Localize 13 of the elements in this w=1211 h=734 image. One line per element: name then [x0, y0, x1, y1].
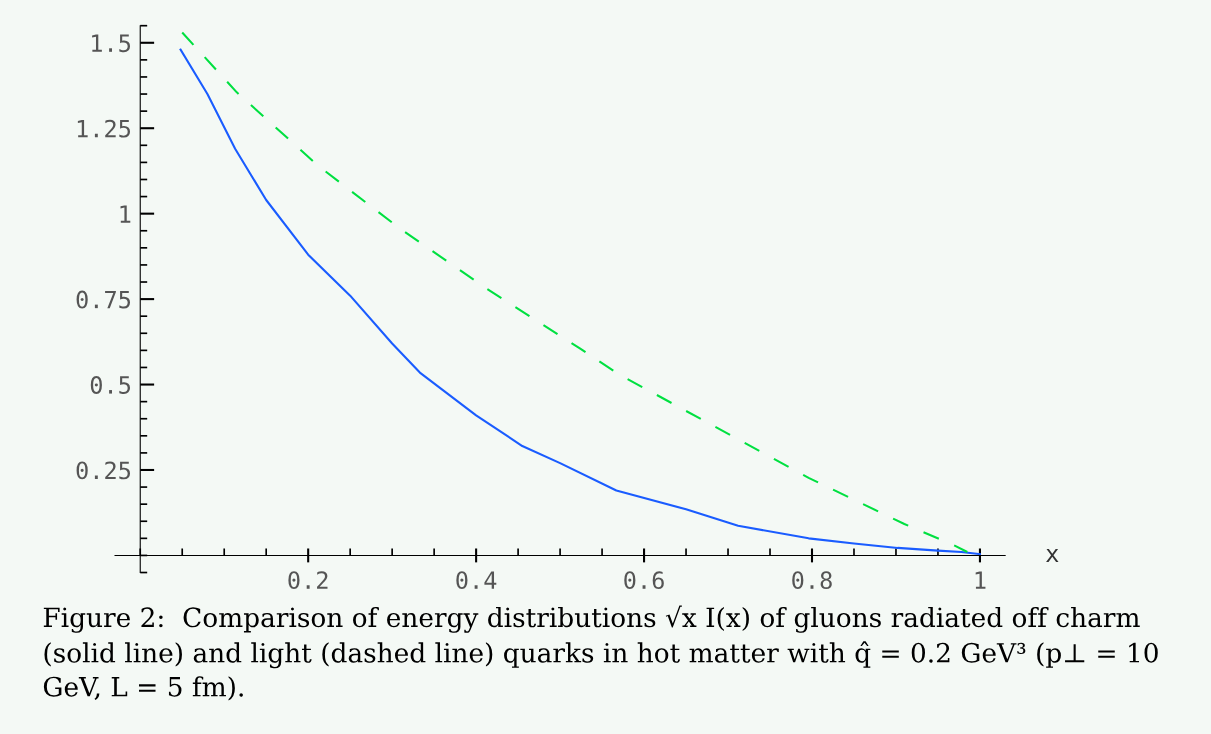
x-tick-label: 0.8: [792, 571, 832, 590]
x-tick-label: 1: [975, 571, 986, 589]
y-tick-label: 1: [120, 205, 131, 223]
y-tick-label: 0.5: [90, 376, 131, 394]
x-tick-label: 0.6: [624, 571, 664, 590]
y-tick-label: 0.25: [76, 461, 131, 480]
x-tick-label: 0.2: [288, 571, 328, 590]
x-axis-title: x: [1046, 549, 1059, 563]
y-tick-label: 1.25: [77, 119, 131, 138]
caption: Figure 2: Comparison of energy distributions √x I(x) of gluons radiated off charm (solid line) and light (dashed line) quarks in hot matter with q̂ = 0.2 GeV³ (p⊥ = 10 GeV, L = 5 fm).: [43, 605, 1158, 701]
y-tick-label: 0.75: [76, 290, 131, 309]
y-tick-label: 1.5: [92, 34, 131, 53]
x-tick-label: 0.4: [456, 571, 497, 590]
